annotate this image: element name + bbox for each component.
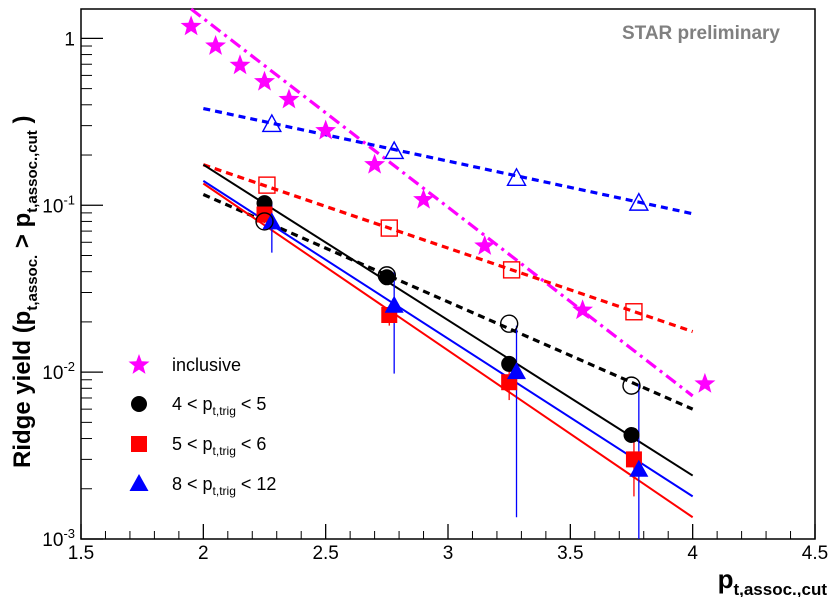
legend-label-pre: 4 < p <box>172 394 213 414</box>
y-tick-label-2: 10-1 <box>42 192 75 217</box>
data-point-s1-1 <box>378 269 395 286</box>
legend-label-pre: 8 < p <box>172 474 213 494</box>
y-tick-label-base: 10 <box>42 196 63 217</box>
legend-label-0: inclusive <box>172 355 241 375</box>
x-axis-title: pt,assoc.,cut <box>718 564 828 597</box>
fit-line-0 <box>190 7 694 398</box>
x-axis-title-main: p <box>718 564 734 594</box>
x-axis-title-sub: t,assoc.,cut <box>733 580 827 597</box>
legend-label-pre: inclusive <box>172 355 241 375</box>
data-point-s1-2 <box>501 355 518 372</box>
data-point-s4-2 <box>499 314 519 333</box>
error-bars <box>263 201 640 539</box>
axes: 1.5 2 2.5 3 3.5 4 4.510-310-210-11 <box>42 29 828 564</box>
x-tick-label-1: 2 <box>198 543 209 564</box>
y-axis-title-sub1: t,assoc. <box>24 255 41 311</box>
data-point-s0-10 <box>694 372 716 393</box>
x-tick-label-4: 3.5 <box>557 543 583 564</box>
x-tick-label-2: 2.5 <box>312 543 338 564</box>
data-point-s5-2 <box>502 261 521 279</box>
y-tick-label-3: 1 <box>64 29 75 50</box>
legend-marker-0 <box>128 354 150 374</box>
legend-marker-1 <box>131 396 147 412</box>
y-tick-label-exponent: -3 <box>63 526 75 541</box>
y-tick-label-0: 10-3 <box>42 526 75 551</box>
fit-line-2 <box>202 163 694 334</box>
data-point-s3-2 <box>507 362 527 380</box>
legend-label-2: 5 < pt,trig < 6 <box>172 434 266 458</box>
data-point-s4-0 <box>255 212 274 231</box>
data-point-s4-3 <box>622 376 641 395</box>
legend-label-sub: t,trig <box>213 444 236 458</box>
y-tick-label-base: 1 <box>64 29 75 50</box>
y-axis-title-sub2: t,assoc.,cut <box>24 130 41 213</box>
legend-label-pre: 5 < p <box>172 434 213 454</box>
data-point-s6-3 <box>628 192 650 211</box>
data-point-s0-9 <box>572 299 593 320</box>
x-tick-label-3: 3 <box>443 543 454 564</box>
y-tick-label-1: 10-2 <box>42 359 75 384</box>
y-tick-label-exponent: -1 <box>63 192 75 207</box>
data-point-s0-7 <box>413 188 434 209</box>
y-tick-label-base: 10 <box>42 530 63 551</box>
fit-lines <box>190 7 694 519</box>
x-tick-label-6: 4.5 <box>802 543 828 564</box>
legend-marker-3 <box>129 474 149 491</box>
legend-label-sub: t,trig <box>213 404 236 418</box>
data-point-s0-4 <box>278 88 300 109</box>
data-point-s5-0 <box>258 176 276 194</box>
data-point-s3-0 <box>262 212 282 230</box>
legend-label-post: < 5 <box>236 394 267 414</box>
fit-line-4 <box>202 163 694 477</box>
data-point-s6-2 <box>506 167 527 187</box>
legend-marker-2 <box>131 436 147 452</box>
data-point-s4-1 <box>377 266 397 285</box>
legend-label-1: 4 < pt,trig < 5 <box>172 394 266 418</box>
data-point-s3-1 <box>384 295 404 313</box>
y-axis-title-prefix: Ridge yield (p <box>9 311 36 468</box>
data-point-s5-1 <box>380 219 398 237</box>
legend-label-post: < 6 <box>236 434 267 454</box>
data-point-s0-5 <box>315 119 337 140</box>
data-point-s0-0 <box>180 15 202 36</box>
x-tick-label-5: 4 <box>687 543 698 564</box>
data-point-s6-0 <box>261 113 283 133</box>
data-point-s0-2 <box>229 54 251 75</box>
fit-line-3 <box>202 193 694 411</box>
data-point-s0-3 <box>254 70 275 91</box>
data-point-s3-3 <box>629 459 649 477</box>
fit-line-5 <box>202 180 694 498</box>
fit-line-6 <box>202 182 694 519</box>
data-point-s0-1 <box>205 35 226 55</box>
y-tick-label-exponent: -2 <box>63 359 75 374</box>
data-point-s0-6 <box>364 153 386 174</box>
x-tick-label-0: 1.5 <box>68 543 94 564</box>
star-preliminary-label: STAR preliminary <box>622 23 780 44</box>
y-axis-title-suffix: ) <box>9 116 36 131</box>
data-point-s6-1 <box>383 140 405 160</box>
legend-label-sub: t,trig <box>213 484 236 498</box>
data-markers <box>180 15 716 477</box>
data-point-s1-3 <box>623 426 640 443</box>
data-point-s0-8 <box>474 235 496 255</box>
data-point-s5-3 <box>625 303 643 321</box>
y-tick-label-base: 10 <box>42 363 63 384</box>
y-axis-title: Ridge yield (pt,assoc. > pt,assoc.,cut ) <box>9 116 41 468</box>
y-axis-title-middle: > p <box>9 213 36 255</box>
legend-label-post: < 12 <box>236 474 277 494</box>
plot-frame <box>80 8 816 540</box>
legend-label-3: 8 < pt,trig < 12 <box>172 474 276 498</box>
